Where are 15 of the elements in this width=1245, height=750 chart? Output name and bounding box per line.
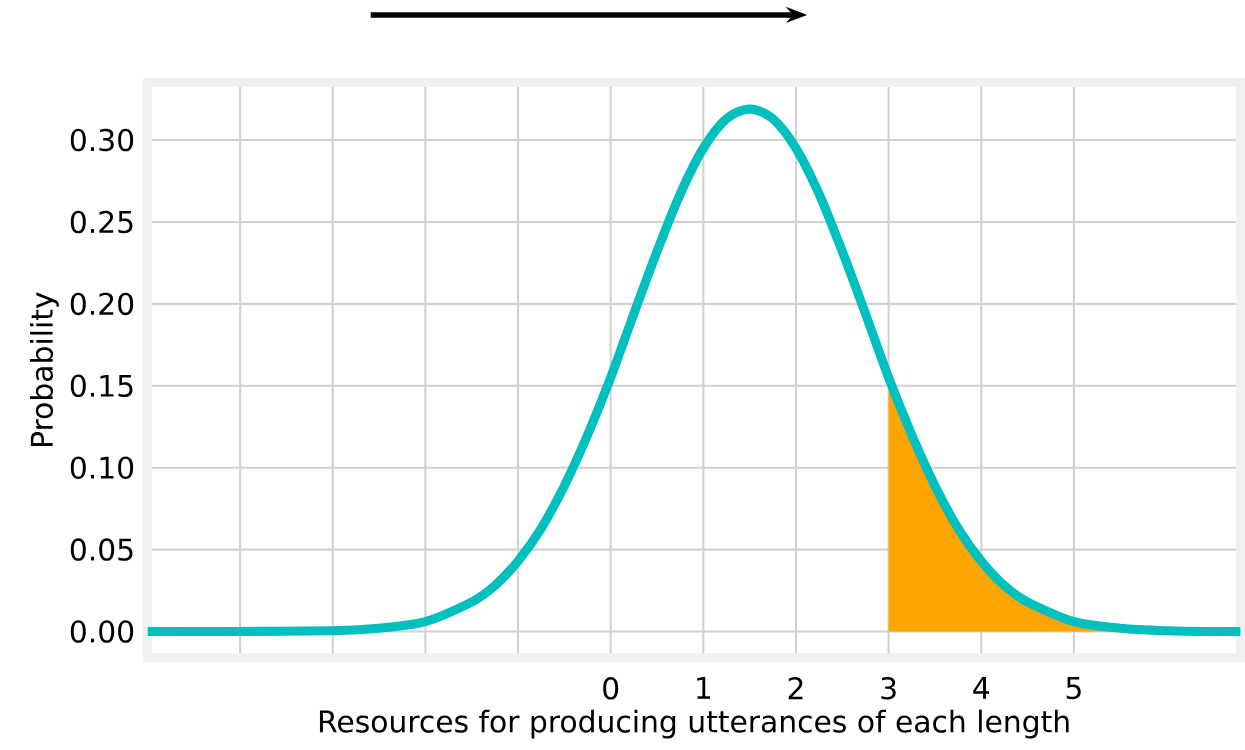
x-tick-label: 0 [603, 677, 619, 700]
y-axis-title: Probability [29, 292, 59, 446]
y-tick-label: 0.15 [70, 374, 133, 397]
x-tick-label: 5 [1066, 677, 1081, 700]
y-tick-label: 0.20 [70, 292, 134, 316]
x-axis-title: Resources for producing utterances of each length [319, 709, 1069, 739]
y-tick-label: 0.00 [70, 620, 134, 643]
y-tick-label: 0.30 [70, 128, 134, 152]
y-tick-label: 0.25 [70, 210, 133, 234]
y-tick-label: 0.05 [70, 538, 133, 561]
x-tick-label: 4 [973, 677, 990, 699]
x-tick-label: 3 [881, 677, 896, 700]
x-tick-label: 1 [697, 677, 711, 699]
y-tick-label: 0.10 [70, 456, 134, 479]
x-tick-label: 2 [788, 677, 803, 700]
